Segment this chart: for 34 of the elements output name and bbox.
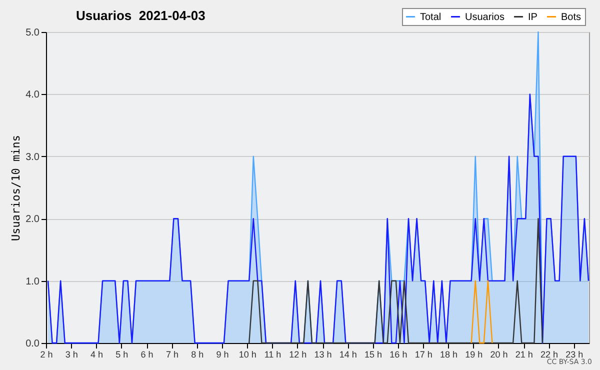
x-tick-label: 4 h xyxy=(90,350,104,360)
y-tick-label: 3.0 xyxy=(26,152,40,163)
x-tick-label: 15 h xyxy=(364,350,382,360)
y-tick-label: 0.0 xyxy=(26,338,40,350)
x-tick-label: 3 h xyxy=(65,350,78,360)
x-tick-label: 23 h xyxy=(566,350,584,360)
legend-label: Total xyxy=(420,12,442,23)
x-tick-label: 12 h xyxy=(289,350,307,360)
y-axis-title: Usuarios/10 mins xyxy=(10,135,23,241)
x-tick-label: 7 h xyxy=(166,350,178,360)
x-tick-label: 18 h xyxy=(440,350,458,360)
x-tick-label: 5 h xyxy=(116,350,128,360)
x-tick-label: 16 h xyxy=(390,350,408,360)
x-tick-label: 8 h xyxy=(191,350,204,360)
x-tick-label: 11 h xyxy=(264,350,282,360)
x-tick-label: 20 h xyxy=(490,350,508,360)
x-tick-label: 14 h xyxy=(339,350,357,360)
x-tick-label: 2 h xyxy=(40,350,53,360)
x-tick-label: 6 h xyxy=(140,350,154,360)
y-tick-label: 2.0 xyxy=(26,214,40,226)
legend-label: IP xyxy=(528,12,538,23)
x-tick-label: 13 h xyxy=(314,350,332,360)
legend-label: Usuarios xyxy=(465,12,504,23)
x-tick-label: 17 h xyxy=(414,350,432,360)
x-tick-label: 21 h xyxy=(515,350,533,360)
y-tick-label: 5.0 xyxy=(26,28,40,38)
x-tick-label: 9 h xyxy=(216,350,229,360)
x-tick-label: 10 h xyxy=(238,350,256,360)
x-tick-label: 19 h xyxy=(465,350,483,360)
x-tick-label: 22 h xyxy=(540,350,558,360)
legend-label: Bots xyxy=(561,12,582,23)
y-tick-label: 1.0 xyxy=(26,276,40,288)
y-tick-label: 4.0 xyxy=(26,90,40,101)
chart-title: Usuarios 2021-04-03 xyxy=(76,8,206,23)
